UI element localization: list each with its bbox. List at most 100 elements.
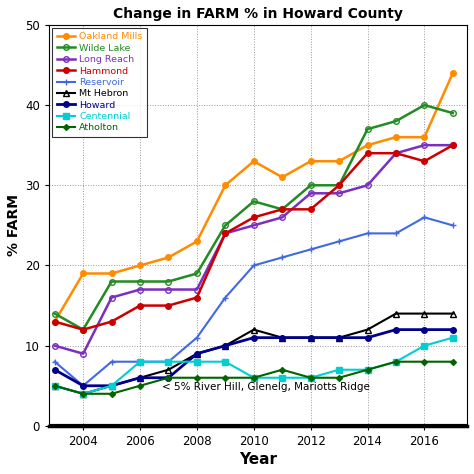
Wilde Lake [336, 182, 342, 188]
Long Reach [365, 182, 370, 188]
Reservoir [393, 230, 399, 236]
Atholton [109, 391, 114, 397]
Hammond [137, 303, 143, 309]
Hammond [450, 142, 456, 148]
Long Reach [80, 351, 86, 356]
Centennial [365, 367, 370, 373]
Centennial [279, 375, 285, 381]
Mt Hebron [194, 351, 200, 356]
Atholton [222, 375, 228, 381]
Atholton [450, 359, 456, 365]
Long Reach [308, 191, 313, 196]
Centennial [336, 367, 342, 373]
Atholton [80, 391, 86, 397]
Hammond [194, 295, 200, 301]
Mt Hebron [251, 327, 256, 332]
Line: Atholton: Atholton [53, 360, 455, 396]
Reservoir [279, 255, 285, 260]
Atholton [421, 359, 427, 365]
Oakland Mills [450, 70, 456, 76]
Mt Hebron [52, 383, 57, 389]
Long Reach [450, 142, 456, 148]
Line: Reservoir: Reservoir [51, 214, 456, 389]
Reservoir [165, 359, 171, 365]
Y-axis label: % FARM: % FARM [7, 194, 21, 256]
Long Reach [421, 142, 427, 148]
Legend: Oakland Mills, Wilde Lake, Long Reach, Hammond, Reservoir, Mt Hebron, Howard, Ce: Oakland Mills, Wilde Lake, Long Reach, H… [52, 27, 147, 137]
Oakland Mills [80, 271, 86, 276]
Wilde Lake [421, 102, 427, 108]
Centennial [137, 359, 143, 365]
Wilde Lake [165, 279, 171, 284]
Reservoir [109, 359, 114, 365]
Atholton [165, 375, 171, 381]
Mt Hebron [308, 335, 313, 340]
Long Reach [336, 191, 342, 196]
Atholton [393, 359, 399, 365]
Centennial [80, 391, 86, 397]
Mt Hebron [137, 375, 143, 381]
Oakland Mills [336, 158, 342, 164]
Mt Hebron [450, 311, 456, 317]
Atholton [279, 367, 285, 373]
Reservoir [80, 383, 86, 389]
Wilde Lake [194, 271, 200, 276]
Mt Hebron [365, 327, 370, 332]
Atholton [251, 375, 256, 381]
Wilde Lake [80, 327, 86, 332]
Hammond [52, 319, 57, 324]
Mt Hebron [393, 311, 399, 317]
Long Reach [52, 343, 57, 348]
Reservoir [421, 215, 427, 220]
Reservoir [365, 230, 370, 236]
Title: Change in FARM % in Howard County: Change in FARM % in Howard County [113, 7, 403, 21]
Long Reach [137, 287, 143, 292]
Hammond [222, 230, 228, 236]
Oakland Mills [222, 182, 228, 188]
Howard [137, 375, 143, 381]
Mt Hebron [336, 335, 342, 340]
Mt Hebron [279, 335, 285, 340]
Mt Hebron [109, 383, 114, 389]
Oakland Mills [421, 134, 427, 140]
Wilde Lake [52, 311, 57, 317]
Hammond [421, 158, 427, 164]
Long Reach [393, 150, 399, 156]
Hammond [279, 207, 285, 212]
Long Reach [194, 287, 200, 292]
Hammond [165, 303, 171, 309]
Hammond [365, 150, 370, 156]
Oakland Mills [165, 255, 171, 260]
Line: Oakland Mills: Oakland Mills [52, 70, 456, 324]
Howard [393, 327, 399, 332]
Howard [80, 383, 86, 389]
Wilde Lake [109, 279, 114, 284]
Line: Wilde Lake: Wilde Lake [52, 102, 456, 332]
Hammond [80, 327, 86, 332]
Wilde Lake [450, 110, 456, 116]
Long Reach [165, 287, 171, 292]
Howard [279, 335, 285, 340]
Centennial [165, 359, 171, 365]
Centennial [222, 359, 228, 365]
Reservoir [222, 295, 228, 301]
Centennial [308, 375, 313, 381]
Atholton [365, 367, 370, 373]
Wilde Lake [308, 182, 313, 188]
Howard [450, 327, 456, 332]
Howard [365, 335, 370, 340]
Centennial [421, 343, 427, 348]
Centennial [194, 359, 200, 365]
Long Reach [222, 230, 228, 236]
Mt Hebron [421, 311, 427, 317]
Howard [52, 367, 57, 373]
Oakland Mills [109, 271, 114, 276]
Oakland Mills [365, 142, 370, 148]
Wilde Lake [137, 279, 143, 284]
Atholton [137, 383, 143, 389]
Hammond [393, 150, 399, 156]
Oakland Mills [52, 319, 57, 324]
Reservoir [52, 359, 57, 365]
Long Reach [109, 295, 114, 301]
Howard [308, 335, 313, 340]
